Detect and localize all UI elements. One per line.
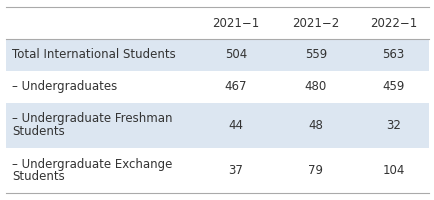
Text: 559: 559 bbox=[304, 48, 326, 61]
Text: Students: Students bbox=[12, 125, 65, 138]
Bar bbox=[6, 39, 428, 71]
Text: Students: Students bbox=[12, 170, 65, 183]
Text: 467: 467 bbox=[224, 80, 247, 93]
Bar bbox=[6, 103, 428, 148]
Text: 44: 44 bbox=[228, 119, 243, 132]
Text: 37: 37 bbox=[228, 164, 243, 177]
Text: – Undergraduate Freshman: – Undergraduate Freshman bbox=[12, 112, 172, 125]
Text: – Undergraduates: – Undergraduates bbox=[12, 80, 117, 93]
Text: 104: 104 bbox=[381, 164, 404, 177]
Text: 480: 480 bbox=[304, 80, 326, 93]
Text: 2021−1: 2021−1 bbox=[212, 17, 259, 30]
Text: 563: 563 bbox=[381, 48, 404, 61]
Text: 48: 48 bbox=[308, 119, 322, 132]
Text: – Undergraduate Exchange: – Undergraduate Exchange bbox=[12, 158, 172, 171]
Text: 79: 79 bbox=[308, 164, 322, 177]
Text: Total International Students: Total International Students bbox=[12, 48, 175, 61]
Text: 504: 504 bbox=[224, 48, 247, 61]
Text: 2021−2: 2021−2 bbox=[292, 17, 339, 30]
Text: 2022−1: 2022−1 bbox=[369, 17, 416, 30]
Text: 32: 32 bbox=[385, 119, 400, 132]
Text: 459: 459 bbox=[381, 80, 404, 93]
